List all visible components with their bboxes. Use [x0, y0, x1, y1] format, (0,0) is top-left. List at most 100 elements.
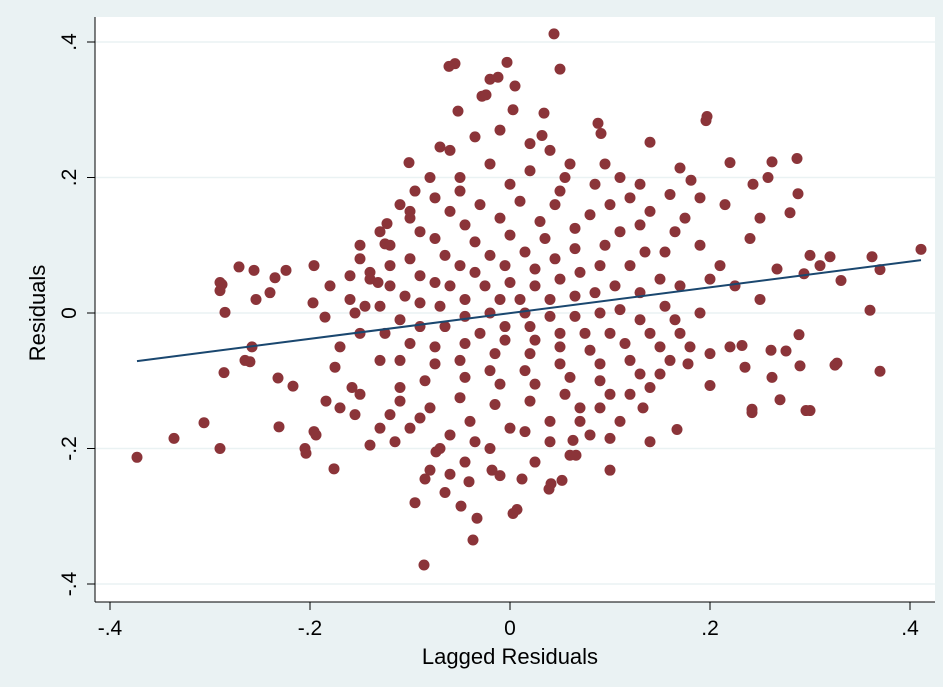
- x-tick-label: .2: [701, 617, 719, 640]
- scatter-point: [419, 473, 431, 485]
- scatter-point: [307, 297, 319, 309]
- scatter-point: [609, 280, 621, 292]
- scatter-point: [544, 310, 556, 322]
- scatter-point: [784, 207, 796, 219]
- scatter-point: [439, 487, 451, 499]
- scatter-point: [269, 272, 281, 284]
- scatter-point: [529, 378, 541, 390]
- scatter-point: [714, 260, 726, 272]
- scatter-point: [434, 141, 446, 153]
- scatter-point: [671, 424, 683, 436]
- scatter-point: [454, 172, 466, 183]
- scatter-point: [569, 290, 581, 302]
- scatter-point: [682, 358, 694, 370]
- scatter-point: [604, 199, 616, 211]
- scatter-point: [384, 409, 396, 421]
- scatter-point: [604, 464, 616, 476]
- scatter-point: [866, 251, 878, 263]
- y-axis-label: Residuals: [25, 265, 50, 362]
- scatter-point: [791, 153, 803, 165]
- scatter-point: [549, 199, 561, 211]
- scatter-point: [804, 249, 816, 261]
- scatter-point: [379, 327, 391, 339]
- scatter-point: [484, 158, 496, 170]
- x-axis-label: Lagged Residuals: [422, 644, 598, 669]
- scatter-point: [524, 165, 536, 177]
- scatter-point: [679, 212, 691, 224]
- scatter-point: [354, 239, 366, 251]
- scatter-point: [459, 337, 471, 349]
- scatter-point: [514, 293, 526, 305]
- scatter-point: [874, 365, 886, 377]
- scatter-point: [639, 246, 651, 258]
- scatter-point: [594, 375, 606, 387]
- scatter-point: [804, 405, 816, 417]
- scatter-point: [272, 372, 284, 384]
- scatter-point: [524, 348, 536, 360]
- scatter-point: [459, 456, 471, 468]
- scatter-point: [484, 365, 496, 377]
- scatter-point: [479, 280, 491, 292]
- scatter-point: [664, 188, 676, 200]
- scatter-point: [674, 162, 686, 174]
- scatter-point: [459, 293, 471, 305]
- scatter-point: [414, 226, 426, 238]
- scatter-point: [444, 468, 456, 480]
- scatter-point: [454, 260, 466, 272]
- scatter-point: [354, 388, 366, 400]
- scatter-point: [444, 205, 456, 217]
- scatter-point: [704, 379, 716, 391]
- scatter-point: [554, 341, 566, 353]
- scatter-point: [529, 334, 541, 346]
- scatter-point: [248, 264, 260, 276]
- scatter-point: [739, 361, 751, 373]
- scatter-point: [614, 172, 626, 183]
- scatter-point: [424, 402, 436, 414]
- fit-line-layer: [136, 259, 922, 363]
- x-tick-label: 0: [504, 617, 516, 640]
- scatter-point: [469, 436, 481, 448]
- scatter-point: [374, 300, 386, 312]
- scatter-point: [374, 226, 386, 238]
- y-axis-ticks: -.4 -.2 0 .2 .4: [58, 33, 95, 596]
- scatter-point: [464, 415, 476, 427]
- scatter-point: [429, 358, 441, 370]
- scatter-point: [494, 378, 506, 390]
- scatter-point: [669, 226, 681, 238]
- scatter-point: [724, 341, 736, 353]
- scatter-point: [516, 473, 528, 485]
- scatter-point: [567, 434, 579, 446]
- scatter-point: [529, 456, 541, 468]
- scatter-point: [634, 178, 646, 190]
- axes: [94, 17, 935, 603]
- scatter-point: [704, 273, 716, 285]
- scatter-point: [604, 388, 616, 400]
- scatter-point: [434, 300, 446, 312]
- scatter-point: [359, 300, 371, 312]
- scatter-point: [793, 329, 805, 341]
- scatter-point: [589, 178, 601, 190]
- scatter-point: [455, 500, 467, 512]
- scatter-point: [684, 341, 696, 353]
- scatter-point: [499, 334, 511, 346]
- scatter-point: [404, 212, 416, 224]
- scatter-point: [644, 382, 656, 394]
- scatter-point: [374, 354, 386, 366]
- scatter-point: [349, 409, 361, 421]
- scatter-point: [694, 192, 706, 204]
- scatter-point: [414, 321, 426, 333]
- scatter-point: [774, 394, 786, 406]
- scatter-point: [524, 321, 536, 333]
- scatter-point: [700, 115, 712, 127]
- scatter-point: [559, 388, 571, 400]
- scatter-point: [824, 251, 836, 263]
- scatter-point: [614, 304, 626, 316]
- scatter-point: [434, 443, 446, 454]
- scatter-point: [771, 263, 783, 275]
- scatter-point: [218, 367, 230, 379]
- scatter-point: [394, 395, 406, 407]
- scatter-point: [664, 354, 676, 366]
- scatter-point: [792, 188, 804, 200]
- scatter-point: [489, 348, 501, 360]
